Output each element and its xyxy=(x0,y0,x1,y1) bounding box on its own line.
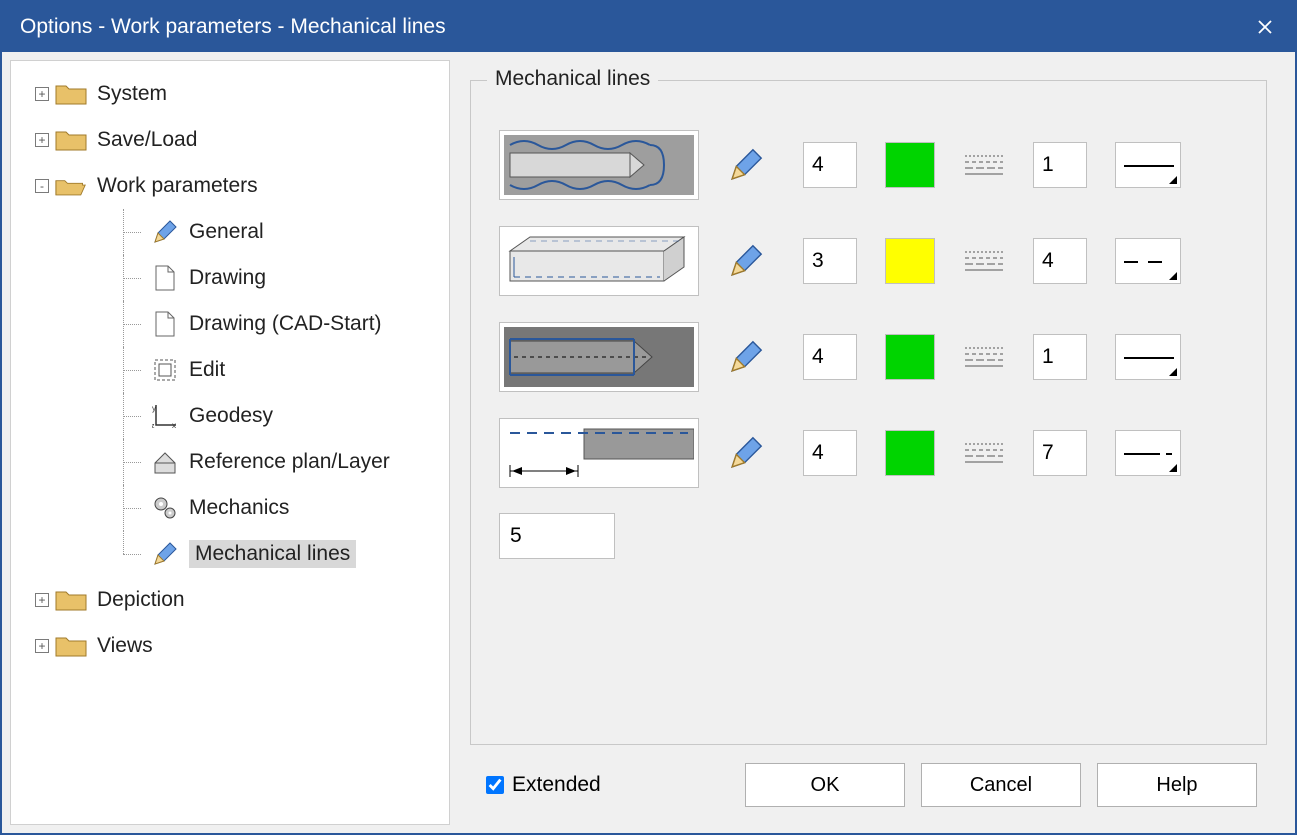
color-swatch[interactable] xyxy=(885,142,935,188)
svg-text:z: z xyxy=(152,423,155,429)
linetype-dropdown[interactable] xyxy=(1115,430,1181,476)
tree-label: Drawing xyxy=(189,266,266,290)
pen-value-input[interactable]: 4 xyxy=(803,430,857,476)
tree-label: General xyxy=(189,220,264,244)
cancel-button[interactable]: Cancel xyxy=(921,763,1081,807)
tree-label: Reference plan/Layer xyxy=(189,450,390,474)
tree-item-workparams[interactable]: - Work parameters xyxy=(17,163,443,209)
line-config-row: 3 4 xyxy=(499,213,1238,309)
ok-button[interactable]: OK xyxy=(745,763,905,807)
expand-icon[interactable]: + xyxy=(35,593,49,607)
tree-panel: + System + Save/Load - Work parameters xyxy=(10,60,450,825)
house-icon xyxy=(151,448,179,476)
pencil-icon xyxy=(727,242,765,280)
content-panel: Mechanical lines 4 1 xyxy=(450,60,1287,825)
pencil-icon xyxy=(727,146,765,184)
line-preview-thumb[interactable] xyxy=(499,130,699,200)
select-icon xyxy=(151,356,179,384)
pencil-icon xyxy=(727,434,765,472)
linetype-dropdown[interactable] xyxy=(1115,238,1181,284)
folder-icon xyxy=(55,634,87,658)
folder-open-icon xyxy=(55,174,87,198)
extended-label: Extended xyxy=(512,773,601,797)
tree-item-edit[interactable]: Edit xyxy=(17,347,443,393)
expand-icon[interactable]: + xyxy=(35,133,49,147)
collapse-icon[interactable]: - xyxy=(35,179,49,193)
svg-text:x: x xyxy=(172,421,176,429)
extended-checkbox[interactable] xyxy=(486,776,504,794)
linetype-icon xyxy=(963,246,1005,276)
line-config-row: 4 1 xyxy=(499,309,1238,405)
line-config-row: 4 1 xyxy=(499,117,1238,213)
color-swatch[interactable] xyxy=(885,238,935,284)
pencil-icon xyxy=(151,540,179,568)
tree-label: Work parameters xyxy=(97,174,258,198)
linetype-value-input[interactable]: 7 xyxy=(1033,430,1087,476)
color-swatch[interactable] xyxy=(885,430,935,476)
fieldset-legend: Mechanical lines xyxy=(487,67,658,91)
line-preview-thumb[interactable] xyxy=(499,226,699,296)
folder-icon xyxy=(55,588,87,612)
document-icon xyxy=(151,310,179,338)
color-swatch[interactable] xyxy=(885,334,935,380)
tree-label: System xyxy=(97,82,167,106)
pen-value-input[interactable]: 4 xyxy=(803,142,857,188)
line-preview-thumb[interactable] xyxy=(499,418,699,488)
tree-item-depiction[interactable]: + Depiction xyxy=(17,577,443,623)
pencil-icon xyxy=(151,218,179,246)
tree-item-geodesy[interactable]: y x z Geodesy xyxy=(17,393,443,439)
dialog-title: Options - Work parameters - Mechanical l… xyxy=(20,15,446,39)
help-button[interactable]: Help xyxy=(1097,763,1257,807)
tree-label: Depiction xyxy=(97,588,185,612)
linetype-dropdown[interactable] xyxy=(1115,334,1181,380)
tree-item-general[interactable]: General xyxy=(17,209,443,255)
tree-label: Views xyxy=(97,634,153,658)
tree-item-drawing[interactable]: Drawing xyxy=(17,255,443,301)
folder-icon xyxy=(55,82,87,106)
expand-icon[interactable]: + xyxy=(35,87,49,101)
dialog-footer: Extended OK Cancel Help xyxy=(470,745,1267,825)
linetype-dropdown[interactable] xyxy=(1115,142,1181,188)
extended-checkbox-label[interactable]: Extended xyxy=(480,773,601,797)
tree-item-refplan[interactable]: Reference plan/Layer xyxy=(17,439,443,485)
dialog-buttons: OK Cancel Help xyxy=(745,763,1257,807)
axis-icon: y x z xyxy=(151,402,179,430)
tree-item-mechanics[interactable]: Mechanics xyxy=(17,485,443,531)
document-icon xyxy=(151,264,179,292)
line-config-row: 4 7 xyxy=(499,405,1238,501)
tree-item-saveload[interactable]: + Save/Load xyxy=(17,117,443,163)
extra-value-input[interactable]: 5 xyxy=(499,513,615,559)
dialog-body: + System + Save/Load - Work parameters xyxy=(2,52,1295,833)
tree-item-views[interactable]: + Views xyxy=(17,623,443,669)
linetype-value-input[interactable]: 1 xyxy=(1033,334,1087,380)
folder-icon xyxy=(55,128,87,152)
gears-icon xyxy=(151,494,179,522)
linetype-icon xyxy=(963,150,1005,180)
pen-value-input[interactable]: 3 xyxy=(803,238,857,284)
linetype-icon xyxy=(963,438,1005,468)
close-button[interactable] xyxy=(1235,2,1295,52)
linetype-value-input[interactable]: 4 xyxy=(1033,238,1087,284)
tree-item-drawing-cad[interactable]: Drawing (CAD-Start) xyxy=(17,301,443,347)
expand-icon[interactable]: + xyxy=(35,639,49,653)
tree-label: Geodesy xyxy=(189,404,273,428)
tree-label: Mechanical lines xyxy=(189,540,356,568)
linetype-value-input[interactable]: 1 xyxy=(1033,142,1087,188)
line-preview-thumb[interactable] xyxy=(499,322,699,392)
tree-label: Mechanics xyxy=(189,496,289,520)
svg-text:y: y xyxy=(152,404,156,413)
tree-label: Save/Load xyxy=(97,128,197,152)
pen-value-input[interactable]: 4 xyxy=(803,334,857,380)
mechanical-lines-fieldset: Mechanical lines 4 1 xyxy=(470,80,1267,745)
titlebar: Options - Work parameters - Mechanical l… xyxy=(2,2,1295,52)
tree-label: Drawing (CAD-Start) xyxy=(189,312,382,336)
tree-label: Edit xyxy=(189,358,225,382)
pencil-icon xyxy=(727,338,765,376)
close-icon xyxy=(1258,20,1272,34)
options-dialog: Options - Work parameters - Mechanical l… xyxy=(0,0,1297,835)
linetype-icon xyxy=(963,342,1005,372)
tree-item-system[interactable]: + System xyxy=(17,71,443,117)
tree-item-mechanical-lines[interactable]: Mechanical lines xyxy=(17,531,443,577)
